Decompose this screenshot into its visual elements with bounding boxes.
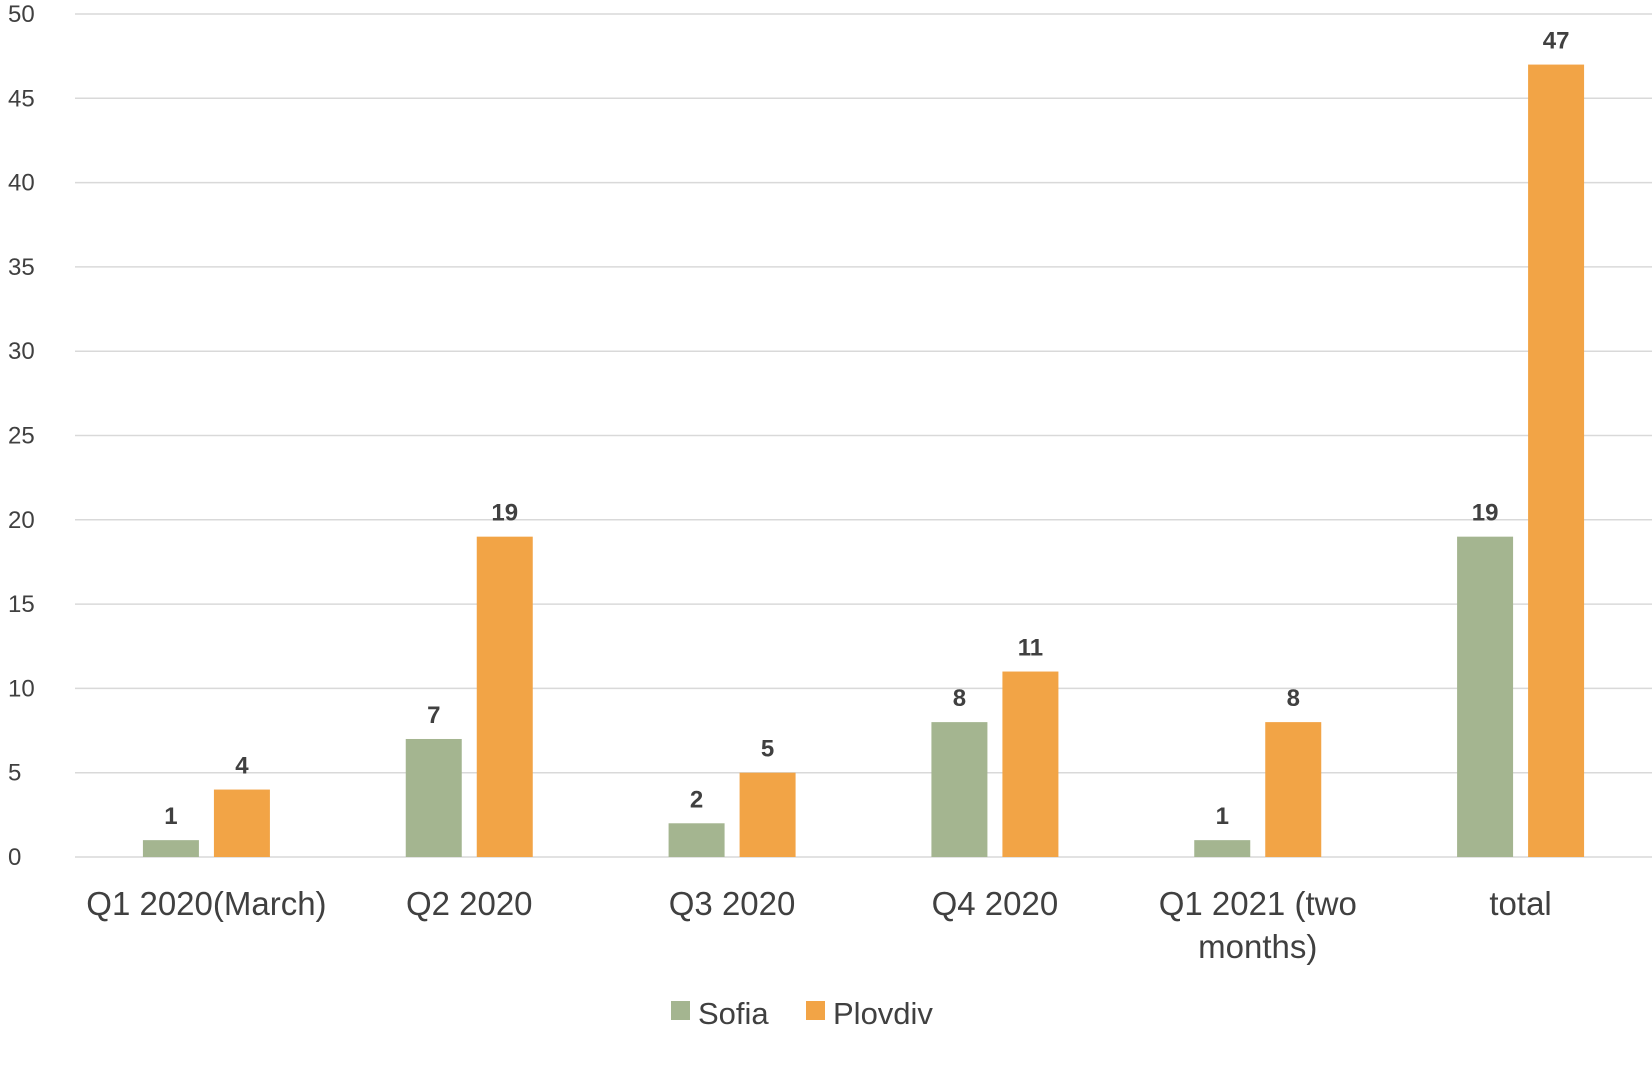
data-label: 8 [953, 685, 966, 712]
bar-sofia [1194, 840, 1251, 857]
y-tick-label: 20 [8, 507, 35, 534]
gridlines [75, 13, 1652, 858]
bar-plovdiv [1002, 671, 1059, 857]
bar-sofia [142, 840, 199, 857]
legend-swatch-sofia [671, 1001, 690, 1020]
data-label: 11 [1018, 635, 1043, 662]
legend-label: Plovdiv [833, 996, 933, 1031]
bar-sofia [668, 823, 725, 857]
legend-label: Sofia [698, 996, 769, 1031]
data-label: 5 [761, 736, 774, 763]
data-label: 1 [164, 803, 177, 830]
bar-plovdiv [213, 789, 270, 857]
y-axis-ticks: 0 5 10 15 20 25 30 35 40 45 50 [8, 1, 35, 871]
data-label: 2 [690, 786, 703, 813]
x-category-label: Q3 2020 [669, 885, 796, 922]
bar-plovdiv [476, 536, 533, 857]
data-label: 1 [1216, 803, 1229, 830]
bar-plovdiv [1265, 722, 1322, 857]
bars [142, 64, 1585, 857]
y-tick-label: 45 [8, 85, 35, 112]
x-category-label: Q1 2020(March) [86, 885, 326, 922]
x-category-label: Q1 2021 (two months) [1159, 885, 1357, 965]
data-label: 19 [1472, 500, 1499, 527]
y-tick-label: 40 [8, 170, 35, 197]
bar-plovdiv [1528, 64, 1585, 857]
y-tick-label: 25 [8, 423, 35, 450]
y-tick-label: 0 [8, 844, 21, 871]
bar-sofia [931, 722, 988, 857]
y-tick-label: 35 [8, 254, 35, 281]
bar-sofia [405, 738, 462, 857]
legend: Sofia Plovdiv [671, 996, 933, 1031]
x-category-label: total [1489, 885, 1551, 922]
y-tick-label: 50 [8, 1, 35, 28]
bar-plovdiv [739, 772, 796, 857]
x-axis-categories: Q1 2020(March) Q2 2020 Q3 2020 Q4 2020 Q1 20… [86, 885, 1551, 965]
data-label: 19 [491, 500, 518, 527]
data-label: 47 [1543, 28, 1570, 55]
x-category-label: Q4 2020 [932, 885, 1059, 922]
y-tick-label: 30 [8, 338, 35, 365]
bar-sofia [1457, 536, 1514, 857]
x-category-label: Q2 2020 [406, 885, 533, 922]
legend-swatch-plovdiv [806, 1001, 825, 1020]
y-tick-label: 10 [8, 675, 35, 702]
data-label: 7 [427, 702, 440, 729]
data-label: 8 [1287, 685, 1300, 712]
y-tick-label: 15 [8, 591, 35, 618]
y-tick-label: 5 [8, 760, 21, 787]
data-label: 4 [235, 753, 249, 780]
